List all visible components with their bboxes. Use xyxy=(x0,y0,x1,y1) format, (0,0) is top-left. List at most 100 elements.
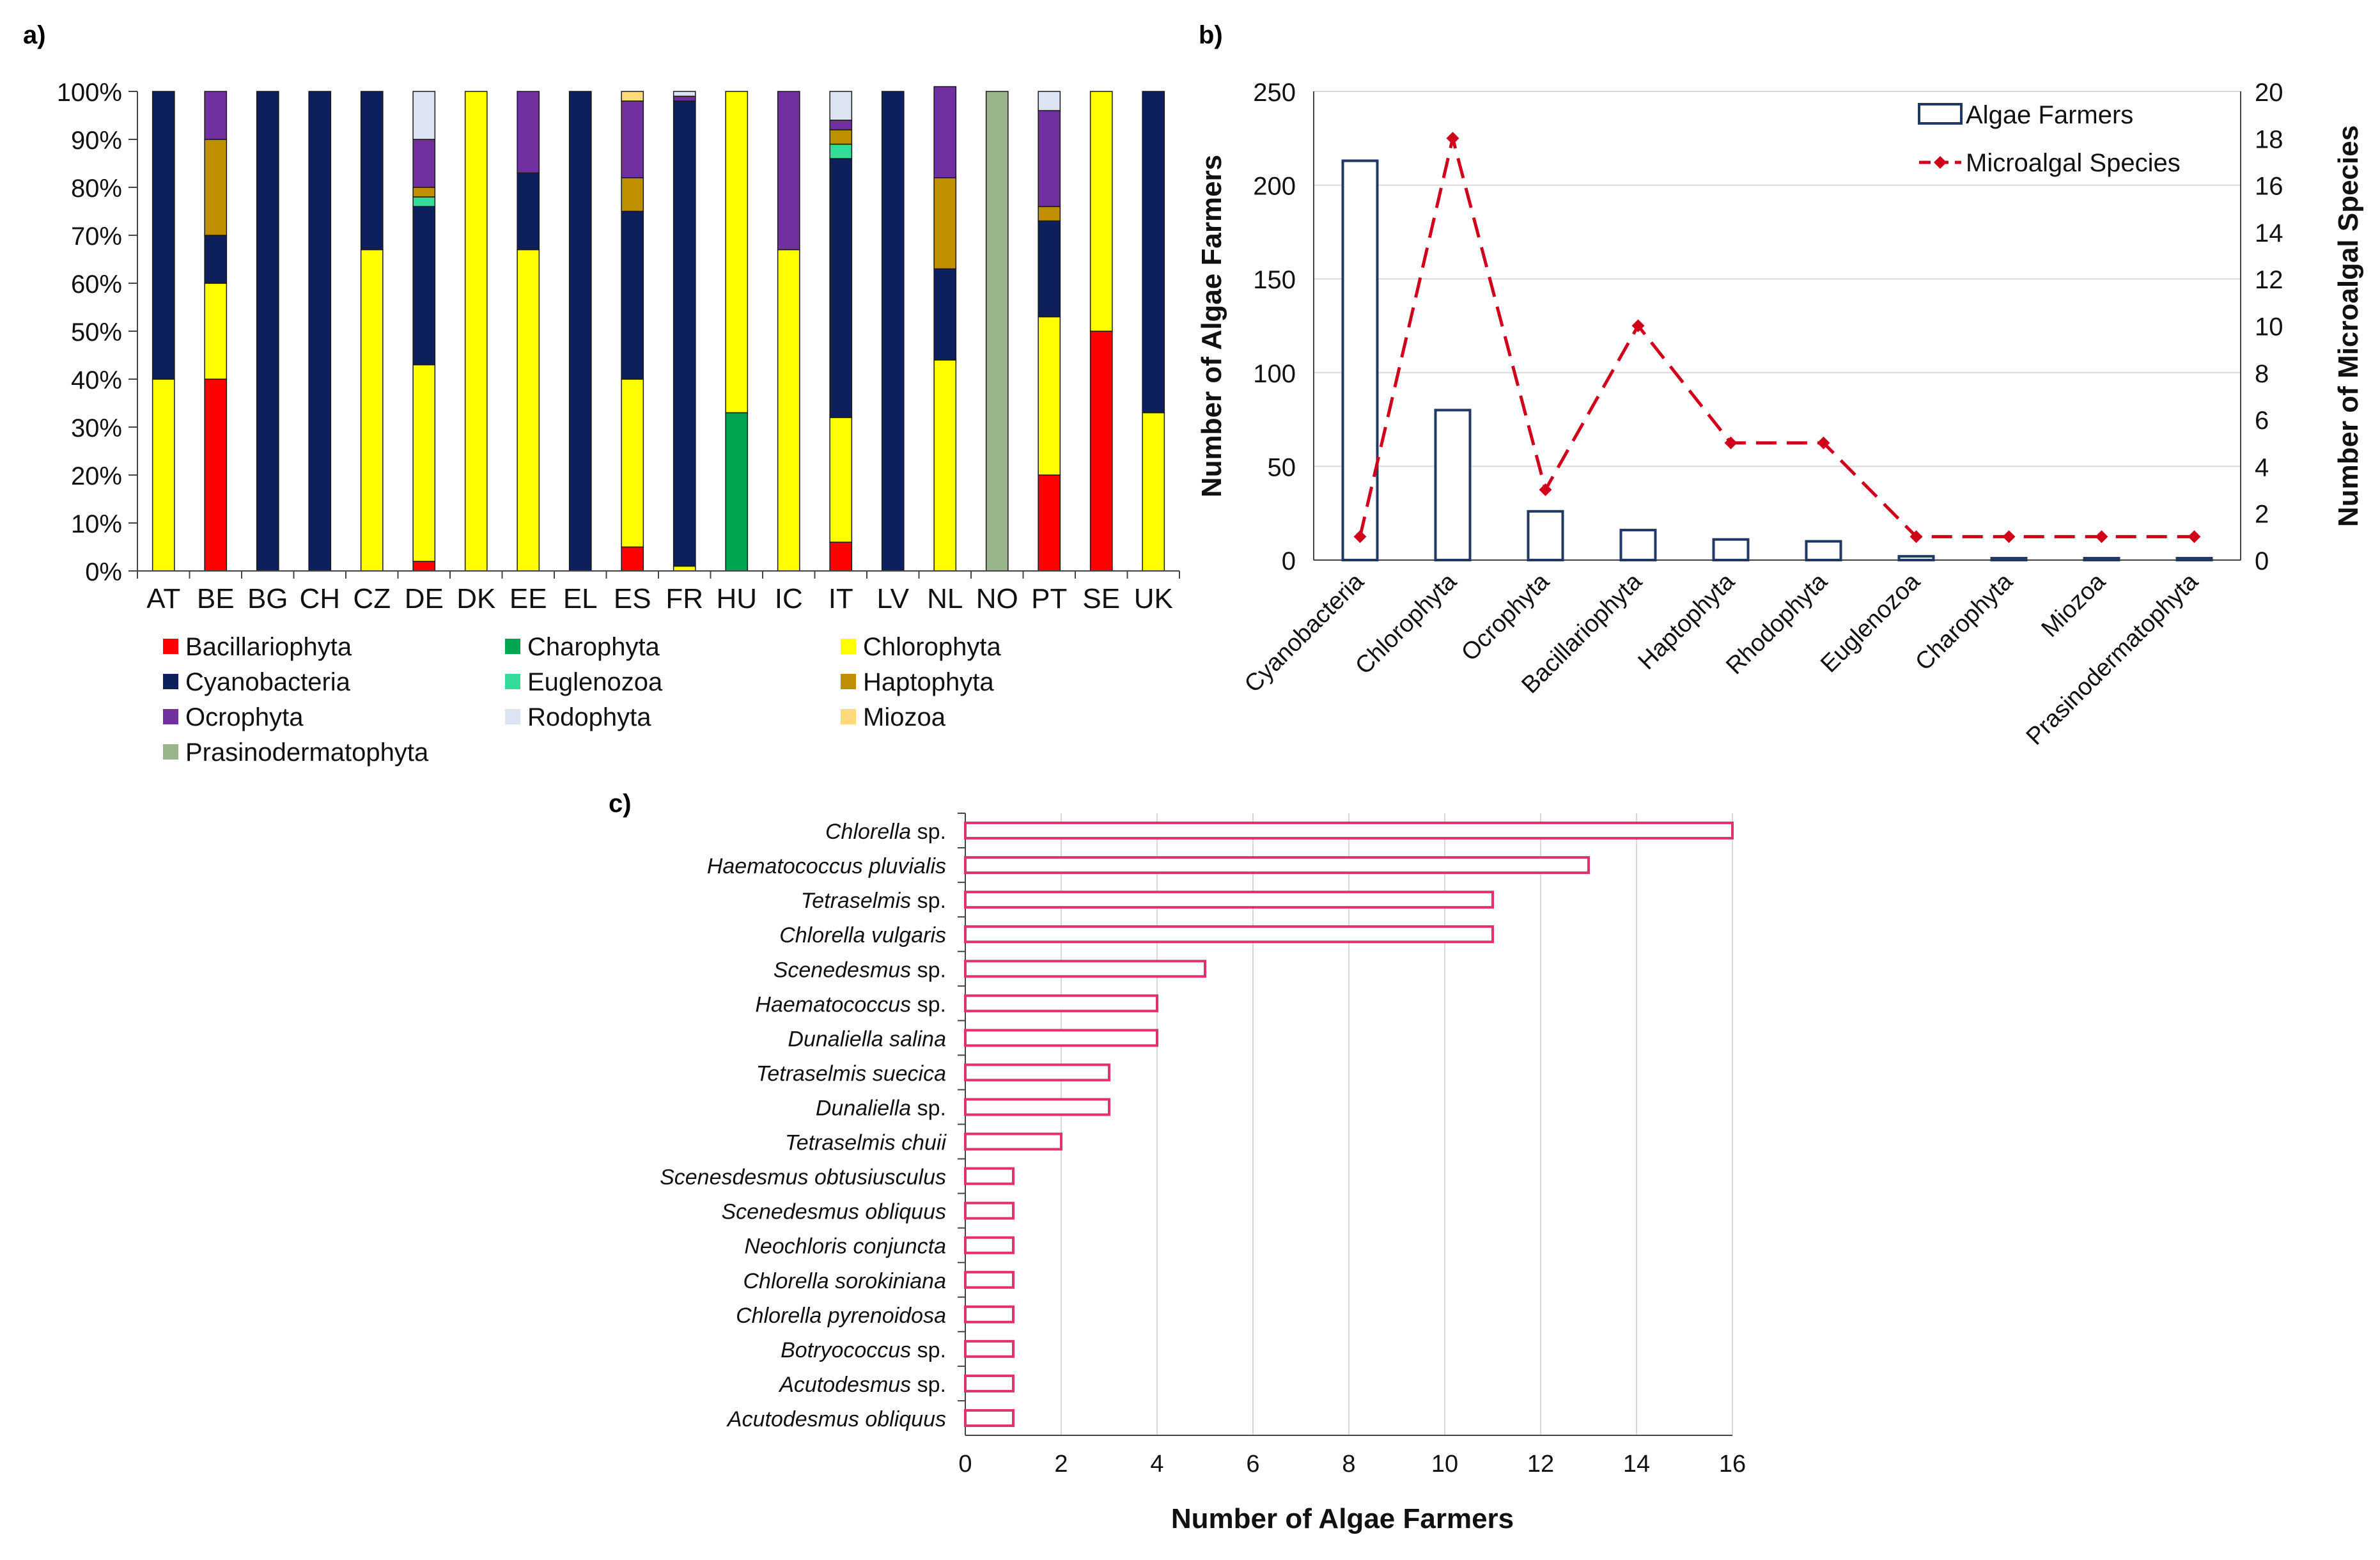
x-tick-label: PT xyxy=(1031,583,1067,614)
bar-scenesdesmus-obtusiusculus xyxy=(964,1167,1015,1185)
panel-a-label: a) xyxy=(23,21,46,49)
bar-haptophyta xyxy=(1712,538,1750,561)
panel-b-label: b) xyxy=(1199,21,1223,49)
panel-c-label: c) xyxy=(609,790,632,818)
x-tick-label: SE xyxy=(1082,583,1120,614)
bar-segment-es-ocrophyta xyxy=(621,100,644,178)
panel-a: a) 0% 10% 20% 30% 40% 50% 60% 70% 80% 90% 100% AT BE… xyxy=(23,21,1180,767)
y-tick-label: 80% xyxy=(71,175,122,203)
x-tick-label: 4 xyxy=(1150,1451,1163,1478)
species-name: Scenedesmus xyxy=(774,958,911,982)
y-tick-label: Dunaliella sp. xyxy=(816,1096,946,1120)
x-tick-label: CH xyxy=(299,583,340,614)
bar-segment-uk-chlorophyta xyxy=(1142,412,1165,572)
bar-segment-it-cyanobacteria xyxy=(829,158,853,418)
species-name: Dunaliella xyxy=(816,1096,911,1120)
species-suffix: sp. xyxy=(911,889,946,913)
species-name: Chlorella pyrenoidosa xyxy=(736,1304,946,1328)
bar-acutodesmus-sp- xyxy=(964,1374,1015,1392)
x-tick-label: IC xyxy=(775,583,803,614)
x-tick-label: 16 xyxy=(1719,1451,1746,1478)
species-name: Neochloris conjuncta xyxy=(744,1235,946,1259)
bar-segment-nl-cyanobacteria xyxy=(933,268,957,361)
bar-segment-at-cyanobacteria xyxy=(152,91,175,380)
bar-segment-es-chlorophyta xyxy=(621,378,644,548)
line-point-bacillariophyta xyxy=(1631,319,1645,332)
bar-rhodophyta xyxy=(1805,540,1842,561)
x-tick-label: 10 xyxy=(1431,1451,1458,1478)
bar-segment-be-bacillariophyta xyxy=(204,378,228,572)
y-tick-label: Tetraselmis chuii xyxy=(785,1131,947,1155)
species-suffix: sp. xyxy=(911,958,946,982)
species-name: Acutodesmus xyxy=(778,1373,911,1397)
species-suffix: sp. xyxy=(911,1096,946,1120)
bar-segment-be-cyanobacteria xyxy=(204,235,228,284)
legend-label-cyanobacteria: Cyanobacteria xyxy=(185,668,351,696)
y-axis-title: Number of Algae Farmers xyxy=(1196,155,1227,497)
y2-tick-label: 0 xyxy=(2255,547,2269,575)
panel-b: b) 0 50 100 150 200 250 0 2 4 6 8 10 12 14 16 18 20 Cyano… xyxy=(1196,21,2364,751)
bar-segment-nl-chlorophyta xyxy=(933,359,957,572)
y-tick-label: Chlorella sp. xyxy=(825,820,946,844)
y-tick-label: Haematococcus sp. xyxy=(755,992,946,1017)
bar-segment-be-chlorophyta xyxy=(204,283,228,380)
y2-tick-label: 20 xyxy=(2255,79,2283,107)
bar-segment-de-bacillariophyta xyxy=(412,561,436,572)
y-tick-label: Scenedesmus obliquus xyxy=(721,1200,946,1224)
x-tick-label: Ocrophyta xyxy=(1456,568,1555,666)
bar-segment-pt-chlorophyta xyxy=(1038,316,1061,476)
line-point-haptophyta xyxy=(1724,436,1738,449)
bar-segment-de-cyanobacteria xyxy=(412,206,436,366)
bar-segment-cz-cyanobacteria xyxy=(360,91,384,251)
legend-label-microalgal-species: Microalgal Species xyxy=(1966,149,2181,177)
y-tick-label: 100 xyxy=(1253,360,1296,388)
bar-segment-de-chlorophyta xyxy=(412,364,436,562)
bar-segment-hu-chlorophyta xyxy=(725,91,749,414)
y2-tick-label: 4 xyxy=(2255,453,2269,481)
legend-label-haptophyta: Haptophyta xyxy=(863,668,994,696)
bar-segment-se-chlorophyta xyxy=(1089,91,1113,332)
y-tick-label: Botryococcus sp. xyxy=(781,1338,946,1362)
bar-prasinodermatophyta xyxy=(2175,557,2213,561)
legend-swatch-prasinodermatophyta xyxy=(163,744,178,760)
species-suffix: sp. xyxy=(911,992,946,1017)
bar-segment-be-ocrophyta xyxy=(204,91,228,140)
y-tick-label: 40% xyxy=(71,366,122,394)
bar-tetraselmis-sp- xyxy=(964,891,1494,909)
line-point-charophyta xyxy=(2002,530,2016,543)
y-tick-label: Scenedesmus sp. xyxy=(774,958,946,982)
line-point-prasinodermatophyta xyxy=(2188,530,2201,543)
species-suffix: sp. xyxy=(911,1338,946,1362)
bar-segment-no-prasinodermatophyta xyxy=(985,91,1009,572)
legend-label-prasinodermatophyta: Prasinodermatophyta xyxy=(185,738,429,767)
bar-segment-uk-cyanobacteria xyxy=(1142,91,1165,414)
y-tick-label: 60% xyxy=(71,270,122,299)
species-name: Haematococcus pluvialis xyxy=(707,854,946,878)
x-tick-label: 6 xyxy=(1246,1451,1259,1478)
bar-segment-ch-cyanobacteria xyxy=(308,91,332,572)
line-point-cyanobacteria xyxy=(1353,530,1367,543)
y-tick-label: 70% xyxy=(71,222,122,251)
bar-segment-ee-cyanobacteria xyxy=(517,172,540,251)
bar-segment-pt-haptophyta xyxy=(1038,206,1061,222)
bar-segment-lv-cyanobacteria xyxy=(881,91,905,572)
x-tick-label: 8 xyxy=(1342,1451,1355,1478)
line-point-miozoa xyxy=(2095,530,2108,543)
x-tick-label: Miozoa xyxy=(2037,568,2112,643)
legend-swatch-algae-farmers xyxy=(1918,103,1963,125)
bar-segment-pt-bacillariophyta xyxy=(1038,474,1061,572)
y2-tick-label: 2 xyxy=(2255,501,2269,529)
bar-segment-pt-cyanobacteria xyxy=(1038,220,1061,318)
bar-segment-ic-ocrophyta xyxy=(777,91,800,251)
bar-dunaliella-sp- xyxy=(964,1098,1110,1116)
y-tick-label: Acutodesmus sp. xyxy=(778,1373,946,1397)
legend-label-charophyta: Charophyta xyxy=(527,633,660,661)
bar-segment-it-rodophyta xyxy=(829,91,853,121)
species-name: Chlorella vulgaris xyxy=(779,923,946,948)
x-tick-label: UK xyxy=(1134,583,1173,614)
x-tick-label: IT xyxy=(828,583,853,614)
species-name: Tetraselmis suecica xyxy=(756,1061,946,1086)
bar-chlorella-sp- xyxy=(964,822,1734,840)
bar-segment-pt-rodophyta xyxy=(1038,91,1061,111)
bar-segment-se-bacillariophyta xyxy=(1089,331,1113,572)
